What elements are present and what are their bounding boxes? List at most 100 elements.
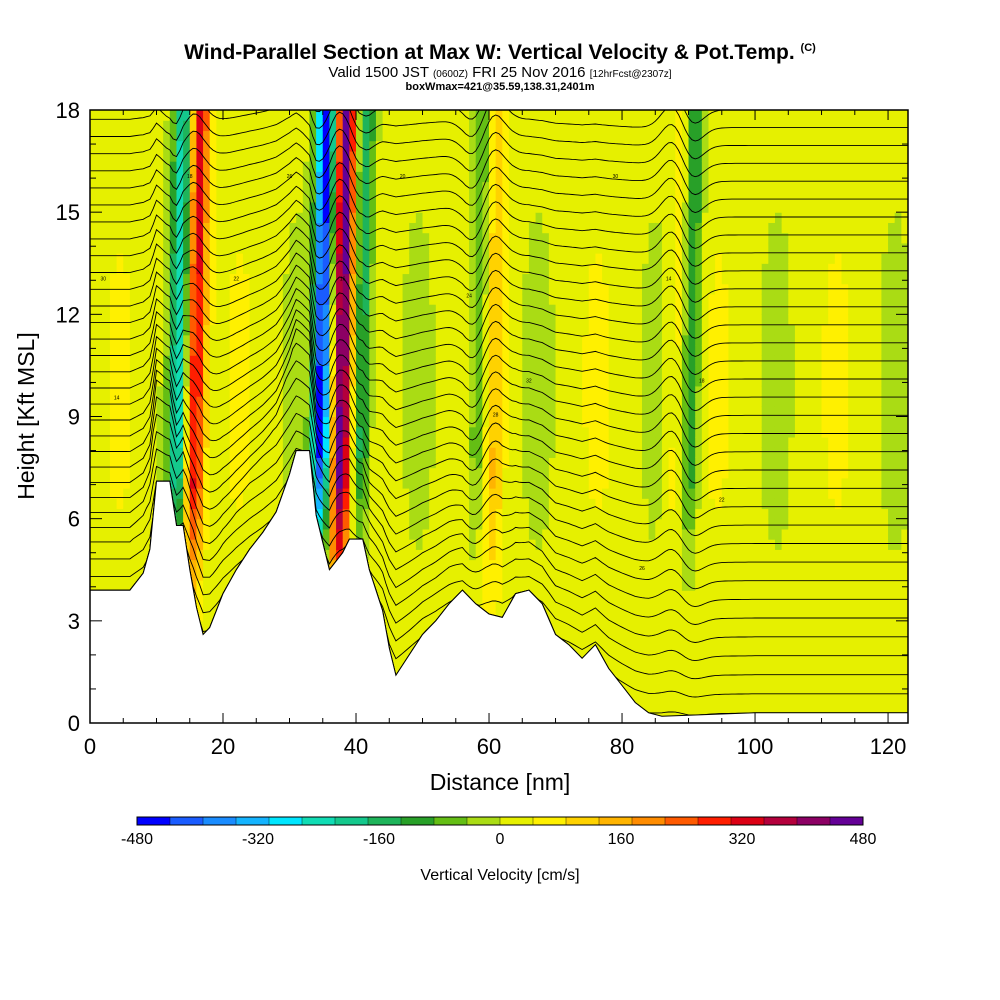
field-cell: [542, 528, 550, 540]
field-cell: [276, 344, 284, 356]
field-cell: [475, 498, 483, 510]
field-cell: [469, 590, 477, 601]
field-cell: [269, 242, 277, 254]
field-cell: [309, 120, 317, 132]
field-cell: [129, 457, 138, 469]
field-cell: [542, 171, 550, 183]
field-cell: [489, 161, 497, 172]
field-cell: [515, 518, 523, 530]
field-cell: [163, 457, 171, 469]
field-cell: [342, 171, 350, 183]
field-cell: [209, 355, 217, 367]
field-cell: [282, 355, 291, 367]
field-cell: [302, 212, 311, 223]
field-cell: [103, 416, 111, 428]
field-cell: [469, 396, 477, 407]
field-cell: [635, 620, 643, 632]
field-cell: [489, 344, 497, 356]
field-cell: [435, 590, 444, 601]
field-cell: [528, 304, 537, 315]
field-cell: [588, 610, 597, 622]
field-cell: [588, 140, 597, 152]
field-cell: [342, 416, 350, 428]
field-cell: [282, 140, 291, 152]
field-cell: [522, 344, 530, 356]
field-cell: [256, 222, 264, 234]
field-cell: [262, 110, 271, 121]
field-cell: [375, 293, 384, 305]
field-cell: [429, 559, 437, 571]
field-cell: [435, 222, 444, 234]
field-cell: [116, 559, 124, 571]
field-cell: [608, 406, 616, 418]
field-cell: [209, 406, 217, 418]
field-cell: [522, 365, 530, 377]
field-cell: [269, 253, 277, 264]
field-cell: [143, 344, 151, 356]
field-cell: [149, 304, 158, 315]
field-cell: [469, 488, 477, 499]
field-cell: [442, 579, 450, 591]
field-cell: [635, 477, 643, 489]
field-cell: [588, 222, 597, 234]
field-cell: [209, 426, 217, 438]
field-cell: [482, 283, 490, 295]
field-cell: [409, 528, 417, 540]
field-cell: [389, 304, 397, 315]
field-cell: [482, 212, 490, 223]
field-cell: [123, 518, 131, 530]
field-cell: [276, 406, 284, 418]
field-cell: [282, 283, 291, 295]
field-cell: [595, 539, 603, 550]
field-cell: [329, 150, 337, 162]
field-cell: [469, 283, 477, 295]
field-cell: [336, 161, 344, 172]
field-cell: [435, 201, 444, 213]
field-cell: [262, 477, 271, 489]
field-cell: [229, 273, 237, 285]
field-cell: [249, 365, 257, 377]
field-cell: [608, 201, 616, 213]
field-cell: [528, 253, 537, 264]
field-cell: [568, 569, 577, 581]
field-cell: [462, 334, 470, 346]
field-cell: [389, 620, 397, 632]
field-cell: [515, 304, 523, 315]
field-cell: [622, 467, 630, 479]
field-cell: [469, 242, 477, 254]
field-cell: [242, 396, 251, 407]
field-cell: [535, 181, 543, 193]
field-cell: [123, 253, 131, 264]
field-cell: [409, 549, 417, 561]
field-cell: [183, 293, 191, 305]
field-cell: [163, 375, 171, 387]
field-cell: [103, 365, 111, 377]
field-cell: [415, 273, 424, 285]
field-cell: [336, 355, 344, 367]
field-cell: [508, 365, 517, 377]
field-cell: [309, 304, 317, 315]
field-cell: [502, 181, 510, 193]
field-cell: [502, 406, 510, 418]
field-cell: [628, 600, 636, 612]
field-cell: [475, 283, 483, 295]
field-cell: [562, 579, 570, 591]
field-cell: [462, 201, 470, 213]
field-cell: [302, 293, 311, 305]
field-cell: [555, 457, 563, 469]
field-cell: [555, 610, 563, 622]
field-cell: [163, 120, 171, 132]
field-cell: [449, 365, 457, 377]
field-cell: [402, 528, 410, 540]
field-cell: [608, 314, 616, 326]
field-cell: [522, 436, 530, 448]
field-cell: [342, 263, 350, 275]
field-cell: [269, 467, 277, 479]
field-cell: [528, 161, 537, 172]
field-cell: [90, 120, 98, 132]
field-cell: [469, 314, 477, 326]
field-cell: [302, 273, 311, 285]
field-cell: [249, 355, 257, 367]
field-cell: [482, 508, 490, 520]
field-cell: [242, 365, 251, 377]
